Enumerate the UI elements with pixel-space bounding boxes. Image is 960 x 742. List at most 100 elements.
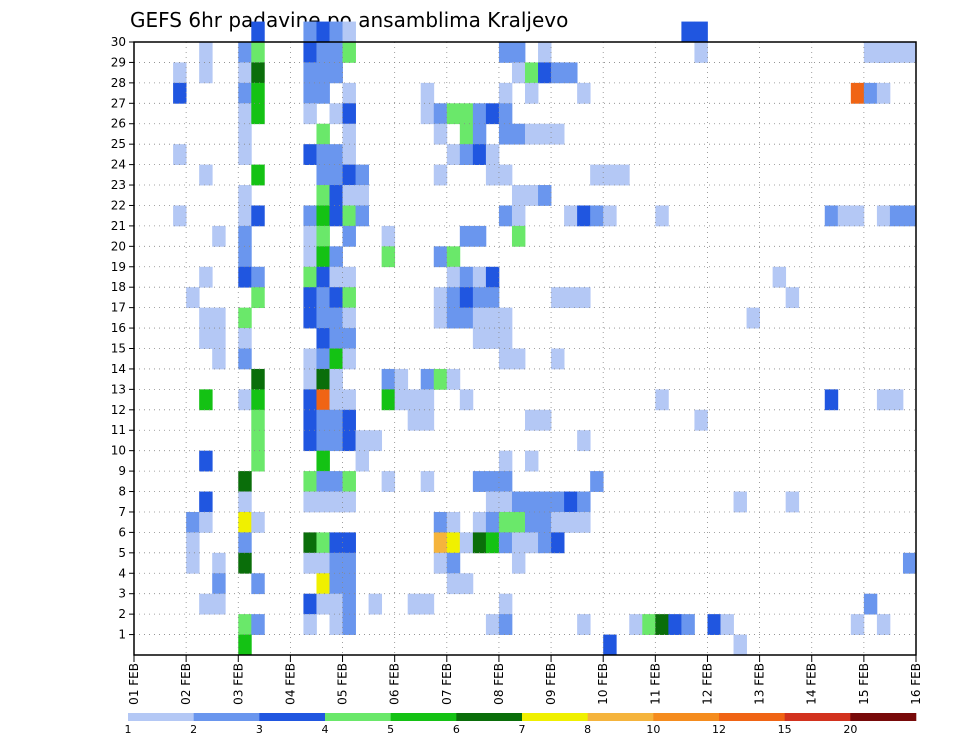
heatmap-cell <box>511 123 526 145</box>
heatmap-cell <box>199 62 213 84</box>
heatmap-cell <box>446 552 461 574</box>
heatmap-cell <box>316 348 330 370</box>
heatmap-cell <box>498 123 513 145</box>
heatmap-cell <box>603 634 617 656</box>
heatmap-cell <box>316 185 330 206</box>
heatmap-cell <box>329 164 343 186</box>
x-tick-label: 16 FEB <box>909 663 923 705</box>
heatmap-cell <box>511 552 526 574</box>
heatmap-cell <box>642 614 656 635</box>
heatmap-cell <box>342 82 356 104</box>
heatmap-cell <box>551 511 565 533</box>
heatmap-cell <box>329 21 343 43</box>
heatmap-cell <box>303 205 317 227</box>
heatmap-cell <box>238 328 252 349</box>
heatmap-cell <box>772 266 787 288</box>
y-tick-label: 27 <box>111 96 126 110</box>
heatmap-cell <box>316 164 330 186</box>
heatmap-cell <box>251 368 265 390</box>
heatmap-cell <box>173 82 187 104</box>
y-tick-label: 8 <box>118 485 126 499</box>
x-tick-label: 11 FEB <box>648 663 662 705</box>
heatmap-cell <box>577 287 591 309</box>
heatmap-cell <box>329 42 343 63</box>
heatmap-cell <box>433 103 448 125</box>
heatmap-cell <box>551 62 565 84</box>
heatmap-cell <box>316 144 330 165</box>
heatmap-cell <box>303 225 317 247</box>
heatmap-cell <box>433 287 448 309</box>
heatmap-cell <box>577 491 591 513</box>
heatmap-cell <box>681 21 695 43</box>
colorbar-label: 15 <box>778 723 792 736</box>
heatmap-cell <box>303 144 317 165</box>
heatmap-cell <box>251 205 265 227</box>
heatmap-cell <box>577 511 591 533</box>
heatmap-cell <box>303 389 317 411</box>
heatmap-cell <box>446 144 461 165</box>
x-tick-label: 14 FEB <box>805 663 819 705</box>
heatmap-cell <box>251 389 265 411</box>
heatmap-cell <box>342 123 356 145</box>
colorbar-swatch <box>456 713 523 721</box>
heatmap-cell <box>342 205 356 227</box>
heatmap-cell <box>485 471 500 492</box>
heatmap-cell <box>251 511 265 533</box>
heatmap-cell <box>199 307 213 329</box>
heatmap-cell <box>238 82 252 104</box>
heatmap-cell <box>485 103 500 125</box>
heatmap-cell <box>485 511 500 533</box>
heatmap-cell <box>199 511 213 533</box>
heatmap-cell <box>498 328 513 349</box>
heatmap-cell <box>303 246 317 268</box>
heatmap-cell <box>342 185 356 206</box>
heatmap-cell <box>551 491 565 513</box>
heatmap-cell <box>407 409 422 431</box>
heatmap-cell <box>498 82 513 104</box>
heatmap-cell <box>238 511 252 533</box>
colorbar-label: 7 <box>519 723 526 736</box>
heatmap-cell <box>733 491 747 513</box>
heatmap-cell <box>459 144 474 165</box>
heatmap-cell <box>342 389 356 411</box>
y-tick-label: 16 <box>111 321 126 335</box>
heatmap-cell <box>902 42 917 63</box>
heatmap-cell <box>329 348 343 370</box>
heatmap-cell <box>876 389 891 411</box>
heatmap-cell <box>212 348 226 370</box>
heatmap-cell <box>485 307 500 329</box>
heatmap-cell <box>459 266 474 288</box>
heatmap-cell <box>525 409 539 431</box>
heatmap-cell <box>590 164 604 186</box>
heatmap-cell <box>238 389 252 411</box>
heatmap-cell <box>199 266 213 288</box>
colorbar: 1 2 3 4 5 6 7 8 10 12 15 20 <box>125 713 917 736</box>
heatmap-cell <box>329 368 343 390</box>
heatmap-cell <box>212 328 226 349</box>
heatmap-cell <box>394 368 409 390</box>
heatmap-cell <box>238 552 252 574</box>
heatmap-cell <box>238 42 252 63</box>
heatmap-cell <box>485 164 500 186</box>
heatmap-cell <box>420 593 435 615</box>
heatmap-cell <box>355 205 369 227</box>
heatmap-cell <box>342 287 356 309</box>
colorbar-swatch <box>325 713 391 721</box>
heatmap-cell <box>876 82 891 104</box>
heatmap-cell <box>525 123 539 145</box>
heatmap-cell <box>420 368 435 390</box>
heatmap-cell <box>472 471 487 492</box>
heatmap-cell <box>251 42 265 63</box>
heatmap-cell <box>694 42 708 63</box>
x-tick-label: 08 FEB <box>492 663 506 705</box>
x-tick-label: 01 FEB <box>127 663 141 705</box>
heatmap-cell <box>551 287 565 309</box>
heatmap-cell <box>342 552 356 574</box>
heatmap-cell <box>186 287 200 309</box>
heatmap-cell <box>316 552 330 574</box>
heatmap-cell <box>511 491 526 513</box>
heatmap-cell <box>238 471 252 492</box>
heatmap-cell <box>459 389 474 411</box>
heatmap-cell <box>446 368 461 390</box>
heatmap-cell <box>303 266 317 288</box>
